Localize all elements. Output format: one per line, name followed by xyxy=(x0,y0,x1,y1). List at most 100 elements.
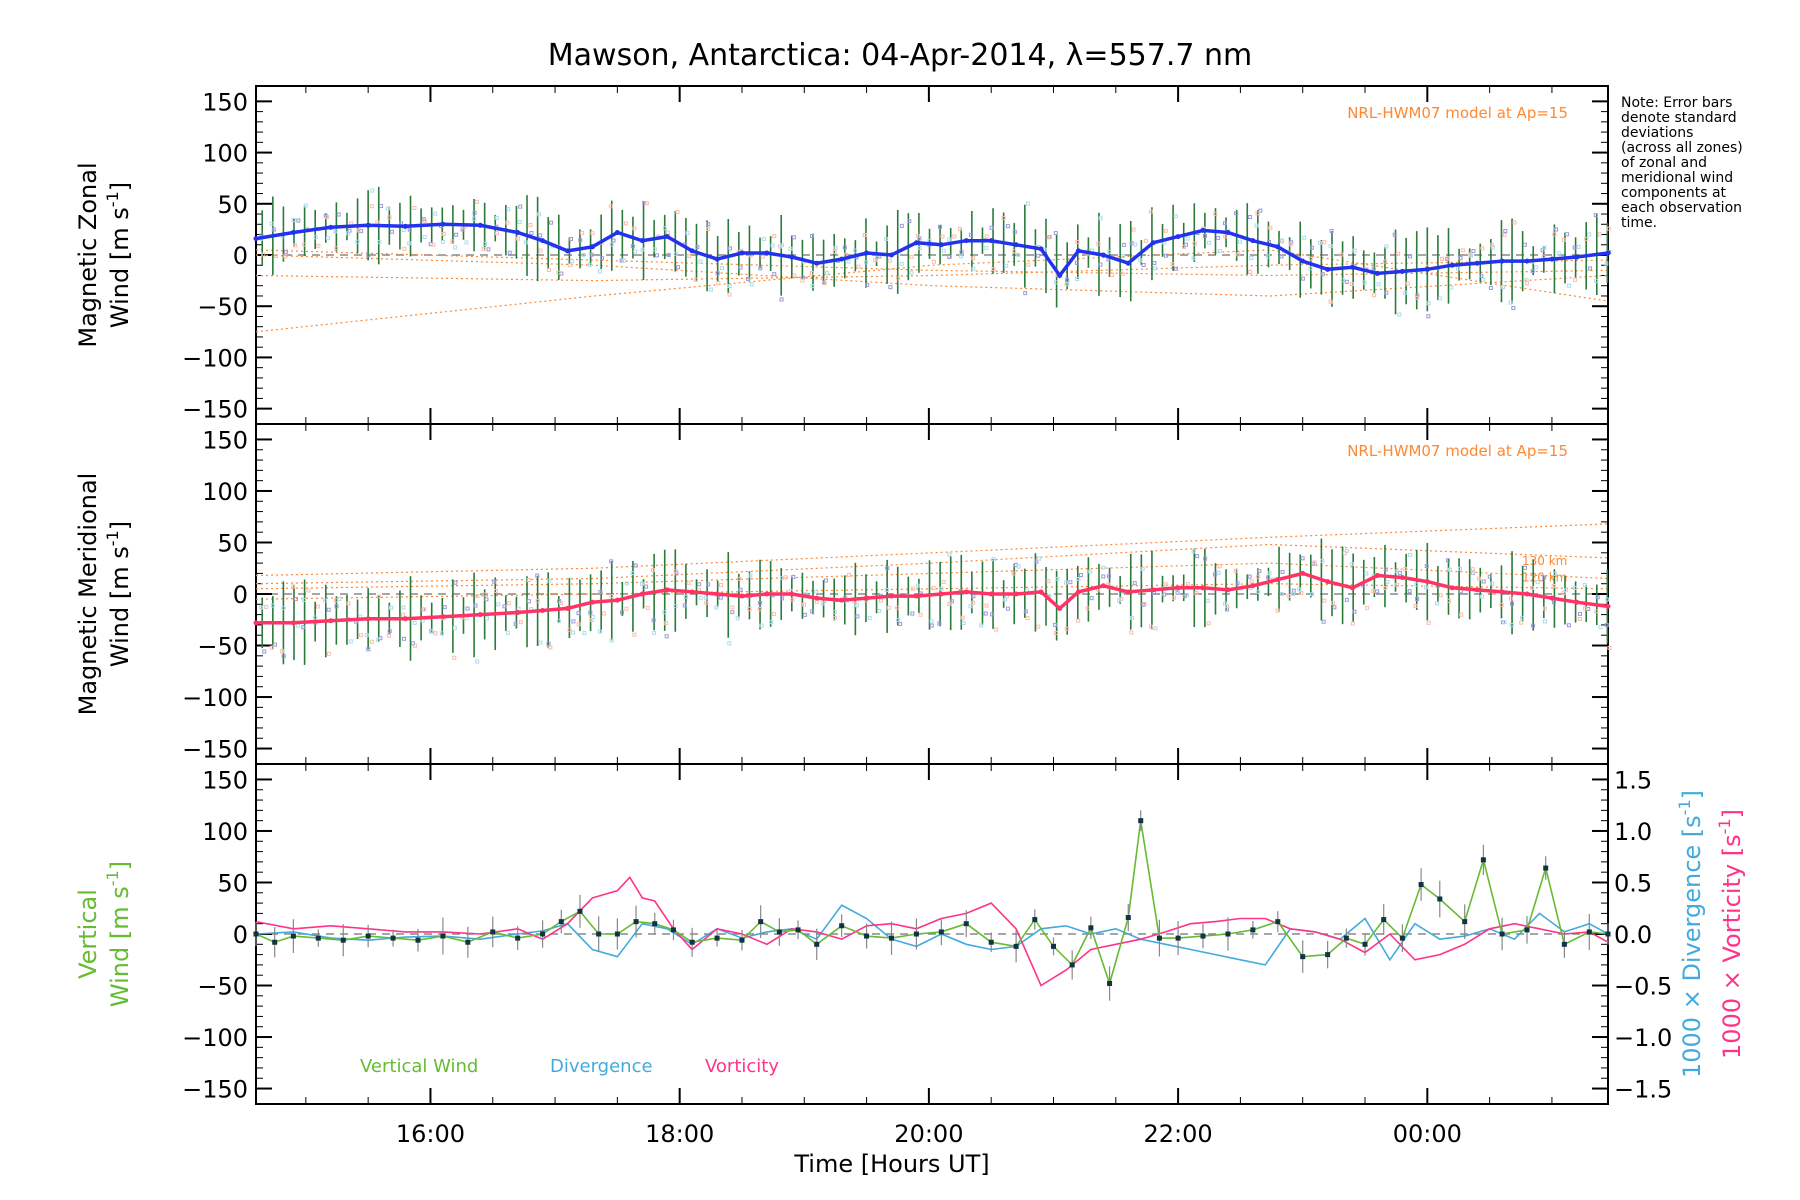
zone-sample xyxy=(1254,223,1259,228)
zone-sample xyxy=(315,604,320,609)
zone-sample xyxy=(1096,241,1101,246)
zone-sample xyxy=(673,251,678,256)
zone-sample xyxy=(1076,576,1081,581)
zone-sample xyxy=(1121,242,1126,247)
zone-sample xyxy=(1257,569,1262,574)
mean-wind-point xyxy=(1499,589,1505,595)
vertical-wind-point xyxy=(913,931,919,937)
ytick-label-zonal: 0 xyxy=(233,242,248,270)
mean-wind-point xyxy=(1038,246,1044,252)
zone-sample xyxy=(1101,574,1106,579)
zone-sample xyxy=(1542,575,1547,580)
zone-sample xyxy=(719,583,724,588)
zone-sample xyxy=(1372,293,1377,298)
divergence-line xyxy=(255,904,1609,966)
zone-sample xyxy=(293,596,298,601)
mean-wind-point xyxy=(1125,260,1131,266)
vertical-wind-point xyxy=(1138,818,1144,824)
vertical-wind-line xyxy=(255,820,1609,987)
zone-sample xyxy=(1328,244,1333,249)
zone-sample xyxy=(1098,216,1103,221)
zone-sample xyxy=(915,233,920,238)
zone-sample xyxy=(867,616,872,621)
vertical-wind-point xyxy=(253,931,259,937)
zone-sample xyxy=(576,611,581,616)
zone-sample xyxy=(1578,611,1583,616)
zone-sample xyxy=(1481,579,1486,584)
zone-sample xyxy=(334,604,339,609)
zone-sample xyxy=(703,595,708,600)
mean-wind-point xyxy=(1549,256,1555,262)
zone-sample xyxy=(609,594,614,599)
zone-sample xyxy=(1584,237,1589,242)
zone-sample xyxy=(291,584,296,589)
zone-sample xyxy=(940,234,945,239)
zone-sample xyxy=(588,610,593,615)
mean-wind-point xyxy=(1200,227,1206,233)
zone-sample xyxy=(1414,582,1419,587)
zone-sample xyxy=(832,249,837,254)
zone-sample xyxy=(949,599,954,604)
zone-sample xyxy=(1552,232,1557,237)
zone-sample xyxy=(853,248,858,253)
zone-sample xyxy=(1594,279,1599,284)
zone-sample xyxy=(1206,621,1211,626)
zone-sample xyxy=(1249,255,1254,260)
zone-sample xyxy=(822,280,827,285)
mean-wind-point xyxy=(1013,591,1019,597)
zone-sample xyxy=(526,599,531,604)
vertical-wind-point xyxy=(739,937,745,943)
zone-sample xyxy=(862,232,867,237)
zone-sample xyxy=(1376,282,1381,287)
zone-sample xyxy=(1098,262,1103,267)
vertical-wind-point xyxy=(1543,865,1549,871)
vertical-wind-point xyxy=(1418,882,1424,888)
zone-sample xyxy=(878,598,883,603)
zone-sample xyxy=(1085,606,1090,611)
mean-wind-point xyxy=(1038,589,1044,595)
zone-sample xyxy=(1573,277,1578,282)
y2tick-label: 1.0 xyxy=(1614,818,1652,846)
xtick-label: 20:00 xyxy=(894,1120,963,1148)
zone-sample xyxy=(1256,574,1261,579)
zone-sample xyxy=(1587,232,1592,237)
ylabel-zonal-line2: Wind [m s-1] xyxy=(103,182,134,328)
zone-sample xyxy=(1488,285,1493,290)
zone-sample xyxy=(1300,276,1305,281)
zone-sample xyxy=(1320,272,1325,277)
mean-wind-point xyxy=(290,620,296,626)
mean-wind-point xyxy=(565,248,571,254)
zone-sample xyxy=(326,651,331,656)
zone-sample xyxy=(1223,234,1228,239)
zone-sample xyxy=(682,603,687,608)
zone-sample xyxy=(824,270,829,275)
zone-sample xyxy=(336,212,341,217)
mean-wind-point xyxy=(1150,587,1156,593)
ylabel-meridional-line1: Magnetic Meridional xyxy=(74,473,102,716)
zone-sample xyxy=(296,218,301,223)
mean-wind-point xyxy=(1574,599,1580,605)
zone-sample xyxy=(624,606,629,611)
zone-sample xyxy=(727,284,732,289)
zone-sample xyxy=(1480,246,1485,251)
zone-sample xyxy=(1561,590,1566,595)
zone-sample xyxy=(704,600,709,605)
zone-sample xyxy=(693,277,698,282)
zone-sample xyxy=(843,252,848,257)
zone-sample xyxy=(1299,591,1304,596)
zone-sample xyxy=(1407,589,1412,594)
model-height-label: 120 km xyxy=(1522,571,1567,585)
zone-sample xyxy=(1075,277,1080,282)
mean-wind-point xyxy=(814,595,820,601)
zone-sample xyxy=(1583,606,1588,611)
zone-sample xyxy=(984,603,989,608)
zone-sample xyxy=(401,605,406,610)
zone-sample xyxy=(697,582,702,587)
zone-sample xyxy=(990,612,995,617)
zone-sample xyxy=(1235,581,1240,586)
zone-sample xyxy=(1247,574,1252,579)
zone-sample xyxy=(650,568,655,573)
zone-sample xyxy=(1138,258,1143,263)
vertical-wind-point xyxy=(1032,917,1038,923)
